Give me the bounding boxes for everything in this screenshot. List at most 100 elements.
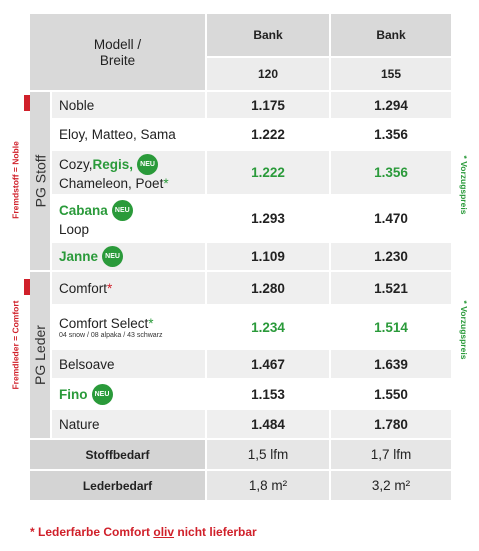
name-lines: Cabana NEU Loop [59, 200, 133, 237]
column-label: Bank [253, 28, 283, 42]
price: 1.470 [374, 211, 408, 226]
group-label: PG Stoff [30, 92, 52, 272]
price: 1.175 [251, 97, 285, 113]
price-cell: 1.514 [331, 306, 453, 350]
price: 1.550 [374, 386, 408, 402]
name-line: Cozy, Regis, NEU [59, 154, 169, 175]
footnote-text: * Lederfarbe Comfort [30, 525, 154, 539]
name-line: Fino NEU [59, 383, 113, 405]
name-line: Cabana NEU [59, 200, 133, 221]
width-label: 155 [380, 67, 402, 81]
price-cell: 1.234 [207, 306, 331, 350]
column-width: 120 [207, 58, 331, 92]
price-cell: 1.467 [207, 350, 331, 380]
requirement-value-text: 1,5 lfm [247, 447, 289, 462]
model-name: Eloy, Matteo, Sama [52, 120, 207, 151]
footnote: * Lederfarbe Comfort oliv nicht lieferba… [30, 525, 257, 539]
name-lines: Comfort Select * 04 snow / 08 alpaka / 43 … [59, 316, 163, 339]
right-note: * Vorzugspreis [459, 156, 469, 215]
name-lines: Noble [59, 98, 94, 113]
column-label: Bank [376, 28, 406, 42]
name-segment: * [148, 315, 154, 331]
price: 1.484 [251, 416, 285, 432]
model-name: Cozy, Regis, NEU Chameleon, Poet * [52, 151, 207, 196]
name-line: Janne NEU [59, 246, 124, 267]
price: 1.222 [251, 127, 285, 142]
model-name: Noble [52, 92, 207, 120]
name-lines: Fino NEU [59, 383, 113, 405]
price-cell: 1.230 [331, 243, 453, 272]
price-cell: 1.280 [207, 272, 331, 306]
column-header: Bank [207, 14, 331, 58]
footnote-text: nicht lieferbar [174, 525, 257, 539]
name-segment: 04 snow / 08 alpaka / 43 schwarz [59, 331, 163, 339]
name-segment: Cozy, [59, 157, 93, 172]
model-header-text: Modell / [93, 36, 142, 52]
name-segment: Cabana [59, 203, 108, 218]
name-segment: Loop [59, 222, 90, 237]
new-badge: NEU [137, 154, 159, 175]
price-cell: 1.175 [207, 92, 331, 120]
requirement-value: 1,5 lfm [207, 440, 331, 471]
requirement-label-text: Lederbedarf [82, 478, 153, 493]
name-segment: Belsoave [59, 356, 115, 372]
group-label-text: PG Leder [32, 325, 48, 385]
name-line: Noble [59, 98, 94, 113]
name-segment: Noble [59, 97, 95, 113]
name-line: Eloy, Matteo, Sama [59, 127, 176, 142]
price-cell: 1.293 [207, 196, 331, 243]
price: 1.356 [374, 165, 408, 180]
new-badge: NEU [91, 383, 113, 405]
requirement-value: 1,7 lfm [331, 440, 453, 471]
price: 1.153 [251, 386, 285, 402]
price: 1.230 [374, 249, 408, 264]
price-cell: 1.639 [331, 350, 453, 380]
model-name: Fino NEU [52, 380, 207, 410]
price: 1.639 [374, 356, 408, 372]
name-segment: Janne [59, 249, 99, 264]
model-name: Janne NEU [52, 243, 207, 272]
price: 1.521 [374, 280, 408, 296]
price-cell: 1.222 [207, 151, 331, 196]
right-note: * Vorzugspreis [459, 301, 469, 360]
name-lines: Comfort * [59, 281, 112, 296]
side-note: Fremdstoff = Noble [10, 141, 20, 219]
price: 1.234 [251, 319, 285, 335]
name-lines: Cozy, Regis, NEU Chameleon, Poet * [59, 154, 169, 191]
price: 1.109 [251, 249, 285, 264]
name-lines: Nature [59, 417, 100, 432]
column-header: Bank [331, 14, 453, 58]
name-line: Chameleon, Poet * [59, 176, 169, 191]
name-segment: Eloy, Matteo, Sama [59, 127, 176, 142]
model-header-lines: Modell / Breite [94, 37, 141, 68]
name-lines: Belsoave [59, 357, 115, 372]
model-name: Comfort Select * 04 snow / 08 alpaka / 43 … [52, 306, 207, 350]
model-name: Belsoave [52, 350, 207, 380]
price: 1.514 [374, 319, 408, 335]
model-header-text: Breite [99, 52, 136, 68]
requirement-value: 1,8 m² [207, 471, 331, 502]
price-cell: 1.356 [331, 151, 453, 196]
width-label: 120 [257, 67, 279, 81]
name-segment: Comfort Select [59, 315, 149, 331]
price-cell: 1.109 [207, 243, 331, 272]
price-cell: 1.470 [331, 196, 453, 243]
price-cell: 1.294 [331, 92, 453, 120]
price-cell: 1.222 [207, 120, 331, 151]
price: 1.280 [251, 280, 285, 296]
requirement-value: 3,2 m² [331, 471, 453, 502]
name-segment: Comfort [59, 280, 108, 296]
price: 1.356 [374, 127, 408, 142]
model-header: Modell / Breite [30, 14, 207, 92]
name-line: Loop [59, 222, 133, 237]
name-segment: Chameleon, Poet [59, 176, 164, 191]
requirement-value-text: 1,7 lfm [370, 447, 412, 462]
price: 1.780 [374, 416, 408, 432]
price: 1.467 [251, 356, 285, 372]
new-badge: NEU [102, 246, 124, 267]
name-line: Comfort * [59, 281, 112, 296]
requirement-label: Stoffbedarf [30, 440, 207, 471]
price-cell: 1.521 [331, 272, 453, 306]
name-line: Comfort Select * [59, 316, 163, 331]
name-lines: Janne NEU [59, 246, 124, 267]
